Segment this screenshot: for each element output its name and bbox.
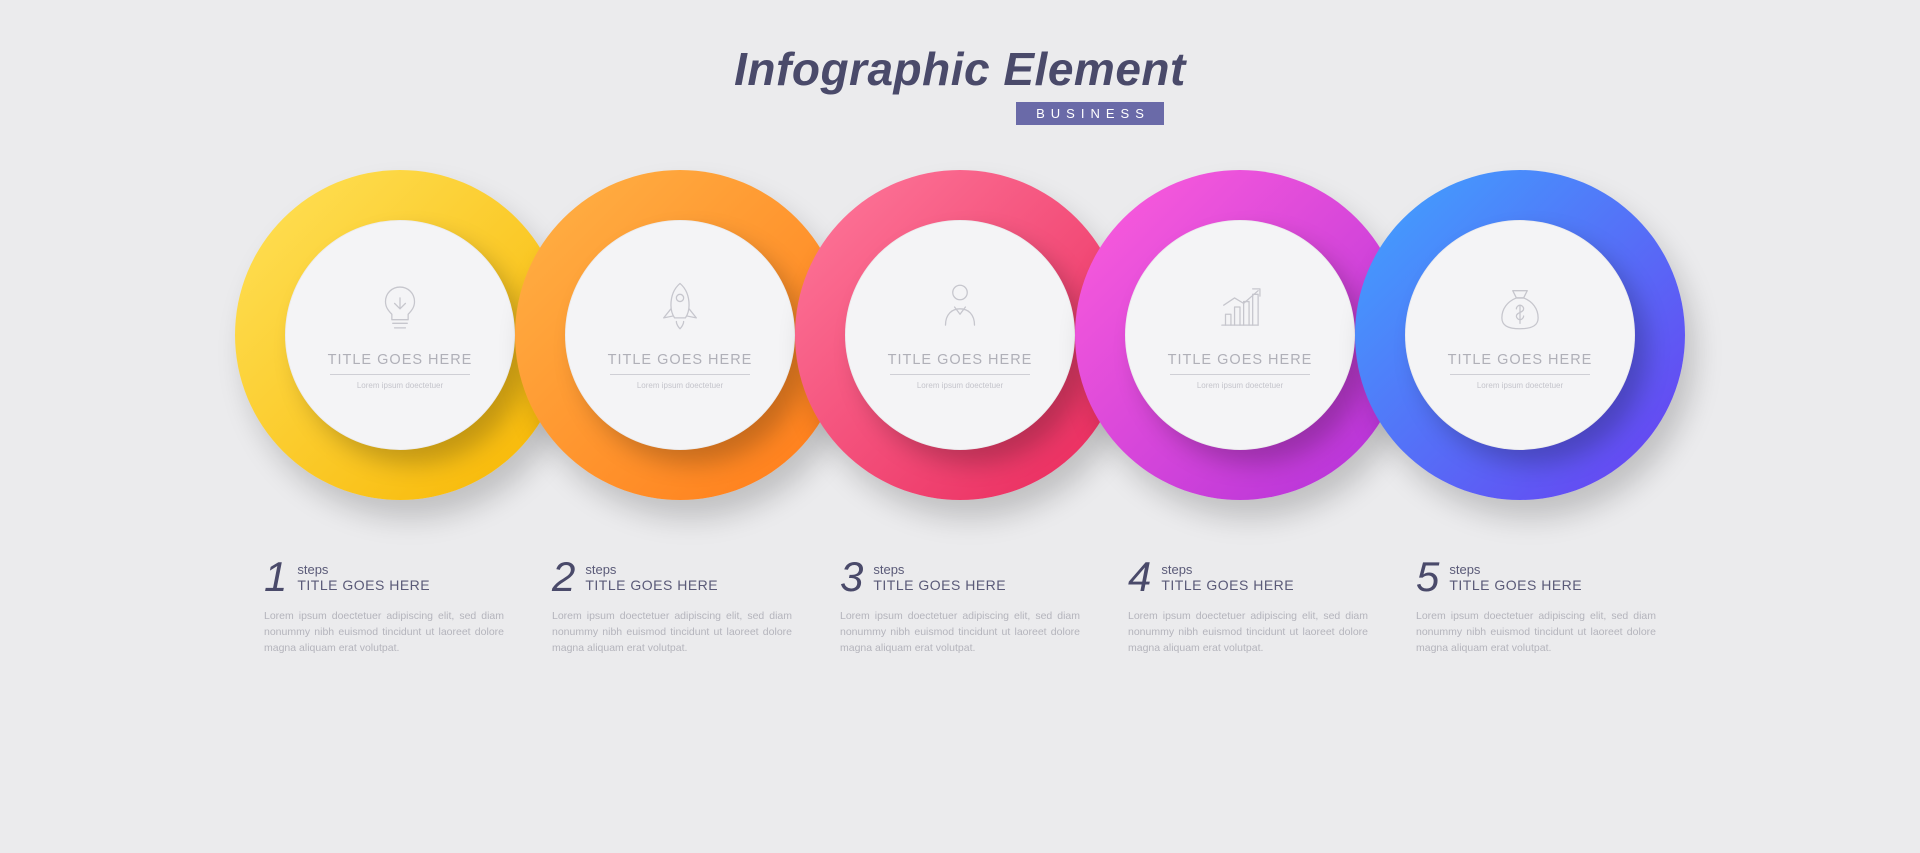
block-body: Lorem ipsum doectetuer adipiscing elit, … — [840, 608, 1080, 657]
block-title: TITLE GOES HERE — [585, 577, 718, 593]
circle-title: TITLE GOES HERE — [888, 352, 1033, 368]
circle-subtitle: Lorem ipsum doectetuer — [917, 381, 1003, 391]
circle-divider — [610, 374, 750, 375]
circle-divider — [890, 374, 1030, 375]
step-block-5: 5 steps TITLE GOES HERE Lorem ipsum doec… — [1416, 558, 1656, 657]
block-title: TITLE GOES HERE — [1161, 577, 1294, 593]
money-bag-icon — [1491, 278, 1549, 336]
circle-title: TITLE GOES HERE — [1168, 352, 1313, 368]
block-title: TITLE GOES HERE — [297, 577, 430, 593]
step-inner-2: TITLE GOES HERE Lorem ipsum doectetuer — [565, 220, 795, 450]
circle-title: TITLE GOES HERE — [1448, 352, 1593, 368]
step-text-row: 1 steps TITLE GOES HERE Lorem ipsum doec… — [264, 558, 1656, 657]
circle-subtitle: Lorem ipsum doectetuer — [357, 381, 443, 391]
block-head: 3 steps TITLE GOES HERE — [840, 558, 1080, 596]
circle-subtitle: Lorem ipsum doectetuer — [637, 381, 723, 391]
step-block-2: 2 steps TITLE GOES HERE Lorem ipsum doec… — [552, 558, 792, 657]
circle-title: TITLE GOES HERE — [608, 352, 753, 368]
block-body: Lorem ipsum doectetuer adipiscing elit, … — [552, 608, 792, 657]
block-title: TITLE GOES HERE — [1449, 577, 1582, 593]
step-inner-5: TITLE GOES HERE Lorem ipsum doectetuer — [1405, 220, 1635, 450]
person-icon — [931, 278, 989, 336]
circle-title: TITLE GOES HERE — [328, 352, 473, 368]
block-title: TITLE GOES HERE — [873, 577, 1006, 593]
step-block-4: 4 steps TITLE GOES HERE Lorem ipsum doec… — [1128, 558, 1368, 657]
step-number: 1 — [264, 558, 287, 596]
step-word: steps — [873, 562, 1006, 577]
step-inner-3: TITLE GOES HERE Lorem ipsum doectetuer — [845, 220, 1075, 450]
step-inner-4: TITLE GOES HERE Lorem ipsum doectetuer — [1125, 220, 1355, 450]
circle-subtitle: Lorem ipsum doectetuer — [1477, 381, 1563, 391]
block-body: Lorem ipsum doectetuer adipiscing elit, … — [1416, 608, 1656, 657]
step-block-3: 3 steps TITLE GOES HERE Lorem ipsum doec… — [840, 558, 1080, 657]
circle-divider — [1170, 374, 1310, 375]
growth-chart-icon — [1211, 278, 1269, 336]
page-title: Infographic Element — [0, 42, 1920, 96]
step-number: 3 — [840, 558, 863, 596]
block-head: 5 steps TITLE GOES HERE — [1416, 558, 1656, 596]
circle-divider — [1450, 374, 1590, 375]
step-circle-5: TITLE GOES HERE Lorem ipsum doectetuer — [1355, 170, 1685, 500]
step-number: 5 — [1416, 558, 1439, 596]
step-word: steps — [297, 562, 430, 577]
step-inner-1: TITLE GOES HERE Lorem ipsum doectetuer — [285, 220, 515, 450]
block-head: 4 steps TITLE GOES HERE — [1128, 558, 1368, 596]
rocket-icon — [651, 278, 709, 336]
block-head: 1 steps TITLE GOES HERE — [264, 558, 504, 596]
lightbulb-icon — [371, 278, 429, 336]
step-number: 4 — [1128, 558, 1151, 596]
header: Infographic Element BUSINESS — [0, 42, 1920, 125]
step-word: steps — [585, 562, 718, 577]
step-word: steps — [1161, 562, 1294, 577]
block-head: 2 steps TITLE GOES HERE — [552, 558, 792, 596]
step-block-1: 1 steps TITLE GOES HERE Lorem ipsum doec… — [264, 558, 504, 657]
step-circles-row: TITLE GOES HERE Lorem ipsum doectetuer T… — [235, 170, 1685, 500]
circle-divider — [330, 374, 470, 375]
header-badge: BUSINESS — [1016, 102, 1164, 125]
circle-subtitle: Lorem ipsum doectetuer — [1197, 381, 1283, 391]
step-number: 2 — [552, 558, 575, 596]
block-body: Lorem ipsum doectetuer adipiscing elit, … — [264, 608, 504, 657]
step-word: steps — [1449, 562, 1582, 577]
block-body: Lorem ipsum doectetuer adipiscing elit, … — [1128, 608, 1368, 657]
